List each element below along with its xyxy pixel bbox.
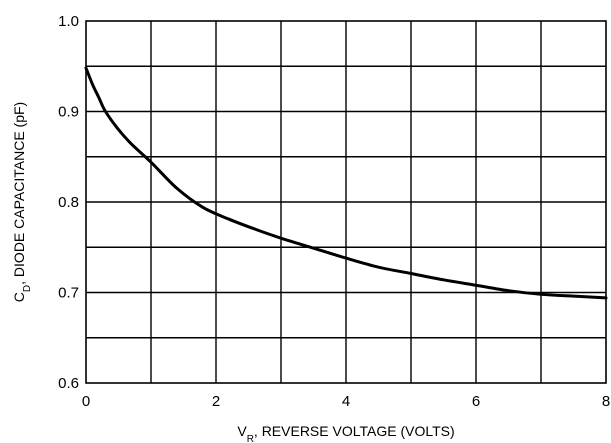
y-tick-label: 0.8 [58,194,79,211]
x-tick-label: 2 [212,393,220,410]
grid [85,20,607,384]
y-tick-label: 0.9 [58,104,79,121]
x-tick-label: 0 [82,393,90,410]
x-axis-label: VR, REVERSE VOLTAGE (VOLTS) [237,423,454,443]
x-tick-labels: 0 2 4 6 8 [82,393,610,410]
y-tick-label: 1.0 [58,13,79,30]
plot-frame [85,20,607,384]
x-tick-label: 8 [602,393,610,410]
y-axis-label: CD, DIODE CAPACITANCE (pF) [11,102,33,302]
y-tick-label: 0.7 [58,285,79,302]
series-line-0 [84,66,608,300]
x-tick-label: 6 [472,393,480,410]
x-tick-label: 4 [342,393,350,410]
y-tick-labels: 0.6 0.7 0.8 0.9 1.0 [58,13,79,392]
y-tick-label: 0.6 [58,375,79,392]
series-layer [84,66,608,300]
